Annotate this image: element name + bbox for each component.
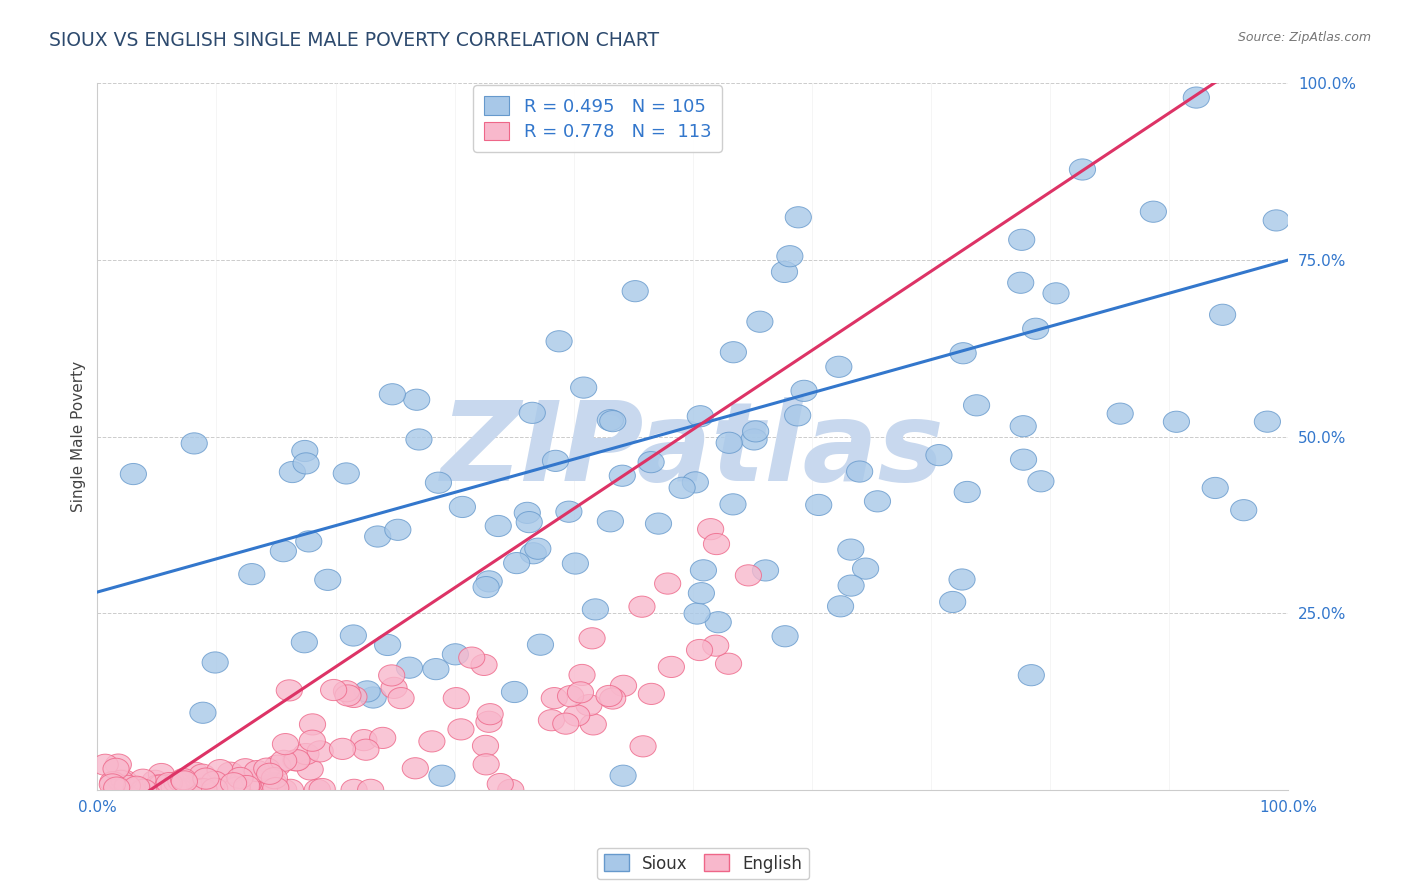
Legend: Sioux, English: Sioux, English	[598, 847, 808, 880]
Text: ZIPatlas: ZIPatlas	[441, 397, 945, 504]
Legend: R = 0.495   N = 105, R = 0.778   N =  113: R = 0.495 N = 105, R = 0.778 N = 113	[472, 86, 723, 152]
Y-axis label: Single Male Poverty: Single Male Poverty	[72, 361, 86, 512]
Text: SIOUX VS ENGLISH SINGLE MALE POVERTY CORRELATION CHART: SIOUX VS ENGLISH SINGLE MALE POVERTY COR…	[49, 31, 659, 50]
Text: Source: ZipAtlas.com: Source: ZipAtlas.com	[1237, 31, 1371, 45]
